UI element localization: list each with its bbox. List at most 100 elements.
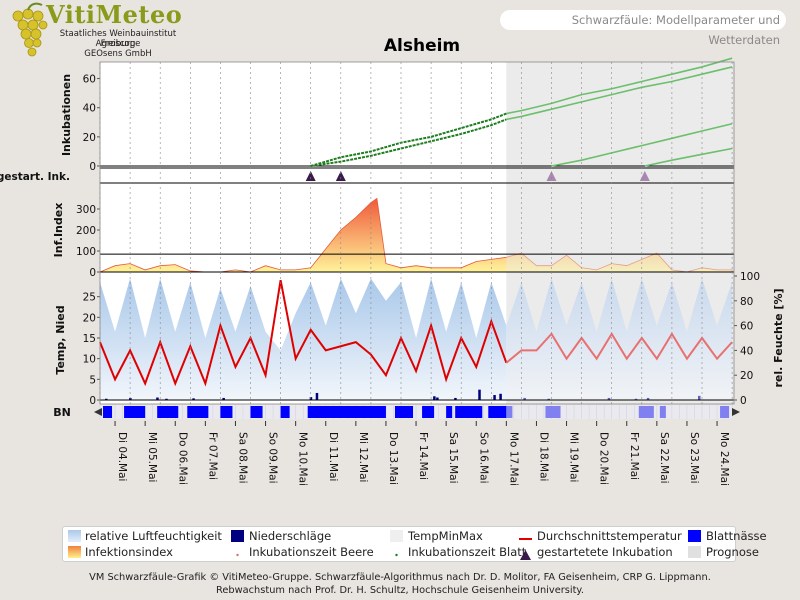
temp-axis-label: Temp, Nied (54, 305, 67, 374)
avgtemp-swatch (519, 530, 532, 542)
legend-avg-temp: Durchschnittstemperatur (537, 529, 682, 543)
leafwetness-bar (103, 406, 113, 418)
rain-bar (436, 397, 439, 400)
day-label: Mo 17.Mai (507, 432, 519, 486)
incubation-line-forecast (644, 147, 733, 167)
legend-rain: Niederschläge (249, 529, 332, 543)
rain-swatch (231, 530, 244, 542)
rain-bar (192, 398, 195, 400)
leafwetness-bar (280, 406, 290, 418)
left-arrow-icon (94, 408, 102, 416)
started-incubation-marker (639, 171, 650, 181)
berry-swatch (231, 546, 244, 558)
avg-temperature-line-forecast (505, 331, 733, 364)
leafwetness-bar (506, 406, 513, 418)
leafwetness-bar (659, 406, 666, 418)
triangle-icon (519, 546, 532, 560)
humidity-swatch (68, 530, 81, 542)
schwarzfaeule-chart: Alsheim 0 20 40 60 Inkubationen gestart. Ink. 0… (0, 36, 785, 486)
rain-bar (607, 397, 611, 400)
rain-bar (646, 397, 650, 400)
rain-bar (499, 393, 502, 400)
inf-tick-label: 200 (76, 225, 96, 237)
day-label: Mi 12.Mai (357, 432, 369, 482)
rain-bar (478, 389, 481, 400)
started-incubation-marker (335, 171, 346, 181)
brand-line-3: GEOsens GmbH (84, 49, 152, 59)
temp-tick-label: 20 (83, 312, 96, 324)
footer: VM Schwarzfäule-Grafik © VitiMeteo-Grupp… (0, 571, 800, 597)
legend-leafwet: Blattnässe (706, 529, 767, 543)
leafwetness-bar (455, 406, 483, 418)
day-label: Sa 15.Mai (447, 432, 459, 484)
rain-bar (523, 397, 526, 400)
leafwetness-bar (307, 406, 386, 418)
legend-tempminmax: TempMinMax (408, 529, 483, 543)
temp-tick-label: 15 (83, 333, 96, 345)
rain-bar (105, 398, 108, 400)
day-label: Sa 22.Mai (658, 432, 670, 484)
day-label: Mi 05.Mai (146, 432, 158, 482)
day-label: So 16.Mai (477, 432, 489, 484)
day-label: Fr 21.Mai (628, 432, 640, 480)
legend-incub-berry: Inkubationszeit Beere (249, 545, 374, 559)
footer-line-2: Rebwachstum nach Prof. Dr. H. Schultz, H… (216, 585, 584, 596)
forecast-swatch (688, 546, 701, 558)
tempminmax-swatch (390, 530, 403, 542)
humidity-axis-label: rel. Feuchte [%] (772, 289, 785, 388)
chart-legend: relative Luftfeuchtigkeit Infektionsinde… (62, 526, 767, 562)
humidity-tick-label: 0 (740, 395, 747, 407)
infection-swatch (68, 546, 81, 558)
rain-bar (433, 396, 436, 400)
inc-tick-label: 40 (83, 103, 96, 115)
inf-forecast-veil (506, 188, 734, 272)
chart-title: Alsheim (384, 36, 460, 56)
day-label: Di 18.Mai (537, 432, 549, 481)
started-incubation-marker (305, 171, 316, 181)
day-label: Do 20.Mai (598, 432, 610, 485)
footer-line-1: VM Schwarzfäule-Grafik © VitiMeteo-Grupp… (89, 572, 711, 583)
legend-infection: Infektionsindex (85, 545, 173, 559)
legend-forecast: Prognose (706, 545, 759, 559)
rain-bar (697, 395, 701, 400)
started-axis-label: gestart. Ink. (0, 171, 70, 183)
rain-bar (156, 397, 159, 400)
temp-tick-label: 25 (83, 292, 96, 304)
humidity-tick-label: 60 (740, 321, 753, 333)
leafwetness-bar (488, 406, 507, 418)
temp-tick-label: 0 (89, 395, 96, 407)
rain-bar (634, 398, 638, 400)
bn-axis-label: BN (53, 406, 71, 419)
day-label: Do 13.Mai (387, 432, 399, 485)
leafwet-swatch (688, 530, 701, 542)
leafwetness-bar (720, 406, 730, 418)
day-label: Fr 14.Mai (417, 432, 429, 480)
temp-tick-label: 5 (89, 374, 96, 386)
inc-tick-label: 60 (83, 74, 96, 86)
leafwetness-bar (250, 406, 263, 418)
day-label: Mi 19.Mai (568, 432, 580, 482)
rain-bar (222, 397, 225, 400)
inf-axis-label: Inf.Index (52, 203, 65, 258)
vitimeteo-logo: VitiMeteo Staatliches Weinbauinstitut Fr… (6, 0, 196, 62)
brand-line-2: Agroscope (95, 39, 141, 49)
humidity-tick-label: 80 (740, 296, 753, 308)
incubation-line-forecast (506, 66, 733, 121)
plot-frame (99, 61, 735, 405)
leafwetness-bar (545, 406, 561, 418)
day-label: So 09.Mai (267, 432, 279, 484)
inf-tick-label: 0 (89, 267, 96, 279)
day-label: Do 06.Mai (176, 432, 188, 485)
day-label: Di 11.Mai (327, 432, 339, 481)
rain-bar (165, 398, 168, 400)
temp-tick-label: 10 (83, 354, 96, 366)
rain-bar (454, 397, 457, 400)
inc-tick-label: 0 (89, 161, 96, 173)
incubation-line (310, 118, 507, 167)
leafwetness-bar (124, 406, 146, 418)
leafwetness-bar (187, 406, 209, 418)
page-subtitle: Schwarzfäule: Modellparameter und Wetter… (500, 10, 786, 47)
day-label: Mo 10.Mai (297, 432, 309, 486)
leaf-swatch (390, 546, 403, 558)
grape-icon (12, 2, 48, 57)
